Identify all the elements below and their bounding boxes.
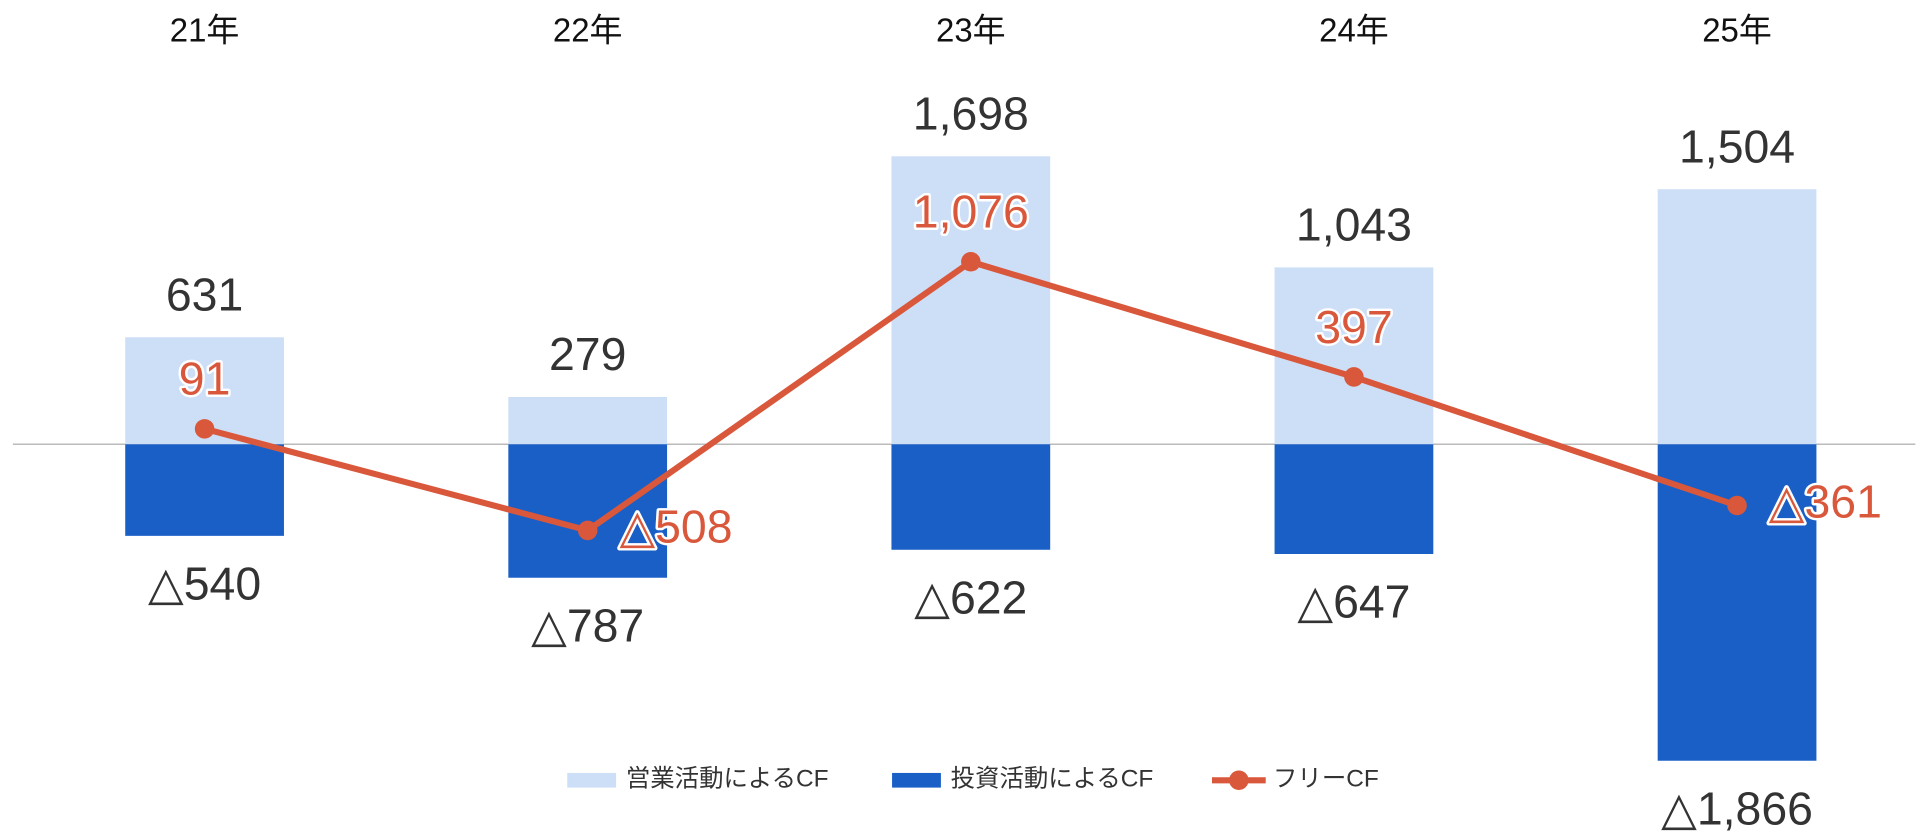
bar-value-label: 1,043 (1296, 199, 1412, 251)
line-point (961, 252, 981, 272)
bar-value-label: △647 (1297, 576, 1410, 628)
bar-value-label: △540 (148, 557, 261, 609)
bar (1657, 189, 1817, 445)
category-label: 22年 (553, 12, 623, 49)
bar-value-label: △622 (914, 571, 1027, 623)
bar (125, 444, 284, 536)
category-label: 24年 (1319, 12, 1389, 49)
bar-value-label: △787 (531, 599, 644, 651)
bar-value-label: 1,504 (1679, 120, 1795, 172)
line-point (1344, 367, 1364, 387)
bar (891, 444, 1051, 550)
line-value-label: △508 (619, 501, 732, 553)
bar-value-label: 1,698 (913, 87, 1029, 139)
legend-label: フリーCF (1273, 766, 1379, 793)
line-value-label: 397 (1315, 301, 1392, 353)
legend-swatch-marker (1229, 770, 1249, 791)
legend-label: 投資活動によるCF (951, 766, 1154, 793)
line-value-label: 1,076 (913, 186, 1029, 238)
line-value-label: △361 (1769, 476, 1882, 528)
bar (508, 396, 668, 445)
bar-value-label: △1,866 (1661, 782, 1813, 834)
bar-value-label: 279 (549, 328, 626, 380)
legend-swatch (892, 772, 941, 788)
line-point (577, 520, 598, 541)
bar (508, 444, 668, 578)
line-point (194, 419, 215, 439)
bar-value-label: 631 (166, 268, 243, 320)
category-label: 23年 (936, 12, 1006, 49)
line-point (1727, 495, 1747, 516)
legend-label: 営業活動によるCF (626, 766, 829, 793)
category-label: 25年 (1702, 12, 1772, 49)
bar (1274, 267, 1434, 445)
legend-swatch (567, 772, 617, 788)
line-value-label: 91 (179, 353, 231, 405)
bar (1274, 444, 1434, 554)
category-label: 21年 (170, 12, 240, 49)
